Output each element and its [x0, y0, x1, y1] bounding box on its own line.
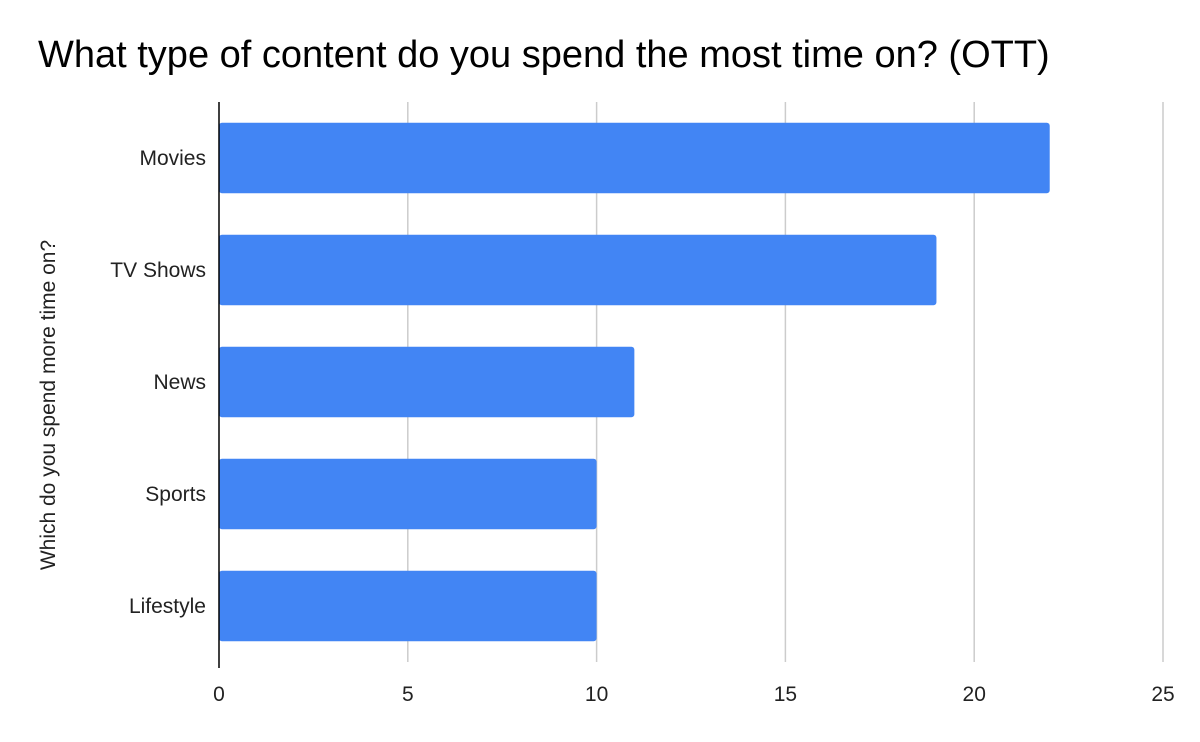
x-tick-label-10: 10 [585, 683, 608, 706]
y-axis-title: Which do you spend more time on? [37, 240, 60, 570]
x-tick-label-5: 5 [402, 683, 414, 706]
bar-movies [219, 122, 1050, 194]
x-tick-label-20: 20 [963, 683, 986, 706]
bar-tv-shows [219, 234, 937, 306]
x-tick-label-25: 25 [1151, 683, 1174, 706]
category-label: Lifestyle [129, 595, 206, 618]
category-label: TV Shows [110, 259, 206, 282]
chart-title: What type of content do you spend the mo… [38, 34, 1050, 76]
bar-sports [219, 458, 597, 530]
category-label: Movies [139, 147, 206, 170]
x-tick-label-15: 15 [774, 683, 797, 706]
bar-lifestyle [219, 570, 597, 642]
x-tick-label-0: 0 [213, 683, 225, 706]
category-label: News [153, 371, 206, 394]
category-label: Sports [145, 483, 206, 506]
bar-news [219, 346, 635, 418]
